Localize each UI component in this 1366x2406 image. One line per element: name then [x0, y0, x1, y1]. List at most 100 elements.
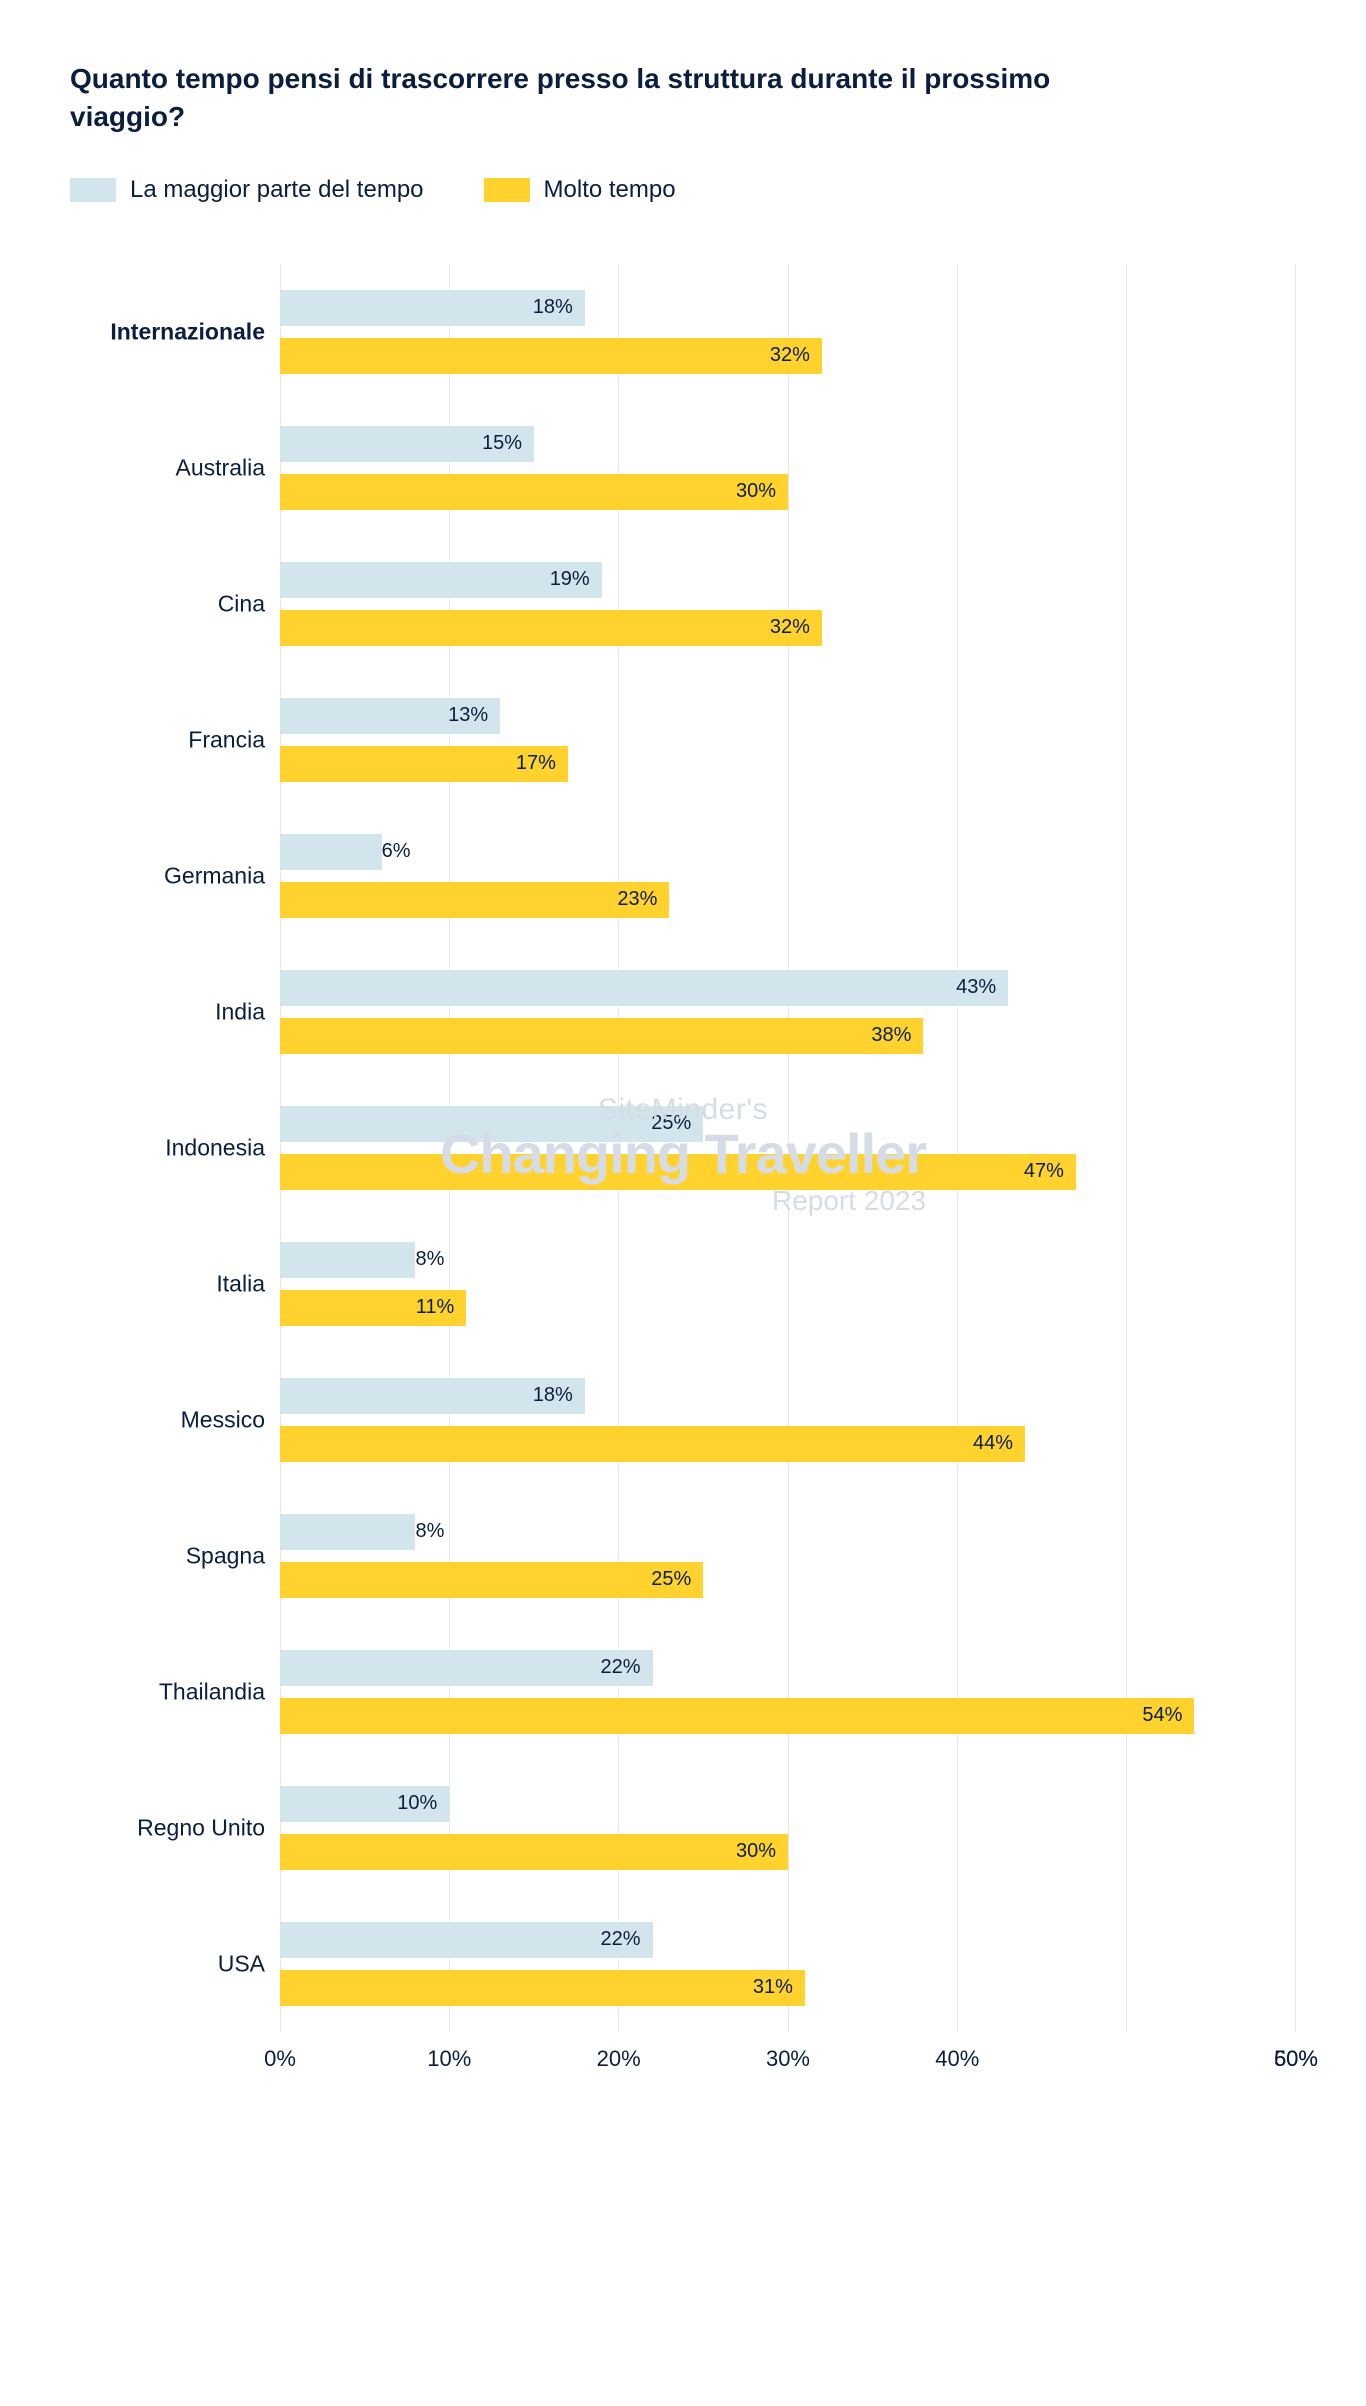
row-label: USA — [70, 1950, 265, 1977]
bar-series-1: 15% — [280, 426, 534, 462]
bar-value: 8% — [415, 1520, 444, 1543]
bar-series-2: 44% — [280, 1426, 1025, 1462]
x-axis-tick-label: 0% — [264, 2046, 296, 2072]
bar-value: 22% — [601, 1656, 641, 1679]
bar-series-2: 32% — [280, 610, 822, 646]
bar-series-1: 8% — [280, 1242, 415, 1278]
table-row: Germania6%23% — [280, 808, 1296, 944]
bar-pair: 10% 30% — [280, 1786, 1296, 1870]
bar-value: 18% — [533, 296, 573, 319]
bar-value: 54% — [1142, 1704, 1182, 1727]
x-axis-tick-label: 20% — [597, 2046, 641, 2072]
bar-pair: 22% 54% — [280, 1650, 1296, 1734]
bar-value: 30% — [736, 480, 776, 503]
bar-pair: 6% 23% — [280, 834, 1296, 918]
bar-pair: 18% 44% — [280, 1378, 1296, 1462]
row-label: Indonesia — [70, 1134, 265, 1161]
legend-label-2: Molto tempo — [544, 176, 676, 204]
bar-series-2: 54% — [280, 1698, 1194, 1734]
bar-value: 23% — [617, 888, 657, 911]
bar-series-1: 22% — [280, 1922, 653, 1958]
bar-series-2: 25% — [280, 1562, 703, 1598]
x-axis-tick-label: 40% — [935, 2046, 979, 2072]
plot-area: Internazionale18%32%Australia15%30%Cina1… — [280, 264, 1296, 2032]
row-label: Messico — [70, 1406, 265, 1433]
bar-series-2: 11% — [280, 1290, 466, 1326]
bar-pair: 18% 32% — [280, 290, 1296, 374]
x-axis-tick-label: 30% — [766, 2046, 810, 2072]
bar-series-1: 25% — [280, 1106, 703, 1142]
bar-series-1: 13% — [280, 698, 500, 734]
bar-value: 22% — [601, 1928, 641, 1951]
table-row: Messico18%44% — [280, 1352, 1296, 1488]
row-label: Internazionale — [70, 318, 265, 345]
x-axis-tick-label: 60% — [1274, 2046, 1318, 2072]
bar-value: 32% — [770, 616, 810, 639]
chart-area: Internazionale 18% 32% Australia 15% 30% Cina 1… — [70, 264, 1296, 2046]
table-row: Regno Unito10%30% — [280, 1760, 1296, 1896]
bar-value: 18% — [533, 1384, 573, 1407]
row-label: Spagna — [70, 1542, 265, 1569]
bar-series-2: 32% — [280, 338, 822, 374]
bar-series-1: 22% — [280, 1650, 653, 1686]
bar-value: 25% — [651, 1568, 691, 1591]
bar-value: 15% — [482, 432, 522, 455]
table-row: Francia13%17% — [280, 672, 1296, 808]
table-row: Cina19%32% — [280, 536, 1296, 672]
row-label: Italia — [70, 1270, 265, 1297]
bar-pair: 15% 30% — [280, 426, 1296, 510]
bar-pair: 8% 25% — [280, 1514, 1296, 1598]
legend-swatch-2 — [484, 178, 530, 202]
row-label: Australia — [70, 454, 265, 481]
bar-value: 25% — [651, 1112, 691, 1135]
bar-pair: 19% 32% — [280, 562, 1296, 646]
bar-series-2: 23% — [280, 882, 669, 918]
row-label: Cina — [70, 590, 265, 617]
bar-value: 19% — [550, 568, 590, 591]
table-row: Italia8%11% — [280, 1216, 1296, 1352]
bar-series-1: 18% — [280, 1378, 585, 1414]
bar-series-1: 19% — [280, 562, 602, 598]
bar-value: 6% — [382, 840, 411, 863]
table-row: USA22%31% — [280, 1896, 1296, 2032]
bar-series-1: 18% — [280, 290, 585, 326]
bar-series-1: 43% — [280, 970, 1008, 1006]
bar-value: 10% — [397, 1792, 437, 1815]
bar-value: 17% — [516, 752, 556, 775]
bar-series-2: 17% — [280, 746, 568, 782]
bar-series-2: 31% — [280, 1970, 805, 2006]
x-axis-tick-label: 10% — [427, 2046, 471, 2072]
bar-value: 47% — [1024, 1160, 1064, 1183]
bar-series-2: 38% — [280, 1018, 923, 1054]
table-row: Thailandia22%54% — [280, 1624, 1296, 1760]
legend-item: La maggior parte del tempo — [70, 176, 424, 204]
row-label: Francia — [70, 726, 265, 753]
bar-rows: Internazionale18%32%Australia15%30%Cina1… — [280, 264, 1296, 2032]
bar-pair: 43% 38% — [280, 970, 1296, 1054]
bar-value: 43% — [956, 976, 996, 999]
bar-series-1: 8% — [280, 1514, 415, 1550]
bar-series-1: 10% — [280, 1786, 449, 1822]
bar-value: 44% — [973, 1432, 1013, 1455]
table-row: Australia15%30% — [280, 400, 1296, 536]
row-label: Thailandia — [70, 1678, 265, 1705]
bar-value: 30% — [736, 1840, 776, 1863]
row-label: Germania — [70, 862, 265, 889]
legend-item: Molto tempo — [484, 176, 676, 204]
table-row: India43%38% — [280, 944, 1296, 1080]
table-row: Internazionale18%32% — [280, 264, 1296, 400]
legend-swatch-1 — [70, 178, 116, 202]
row-label: India — [70, 998, 265, 1025]
bar-pair: 13% 17% — [280, 698, 1296, 782]
bar-pair: 8%11% — [280, 1242, 1296, 1326]
bar-value: 38% — [871, 1024, 911, 1047]
bar-value: 32% — [770, 344, 810, 367]
bar-series-2: 30% — [280, 474, 788, 510]
bar-pair: 25% 47% — [280, 1106, 1296, 1190]
bar-series-1: 6% — [280, 834, 382, 870]
legend-label-1: La maggior parte del tempo — [130, 176, 424, 204]
bar-value: 11% — [416, 1296, 455, 1319]
chart-title: Quanto tempo pensi di trascorrere presso… — [70, 60, 1170, 136]
bar-pair: 22% 31% — [280, 1922, 1296, 2006]
legend: La maggior parte del tempo Molto tempo — [70, 176, 1296, 204]
